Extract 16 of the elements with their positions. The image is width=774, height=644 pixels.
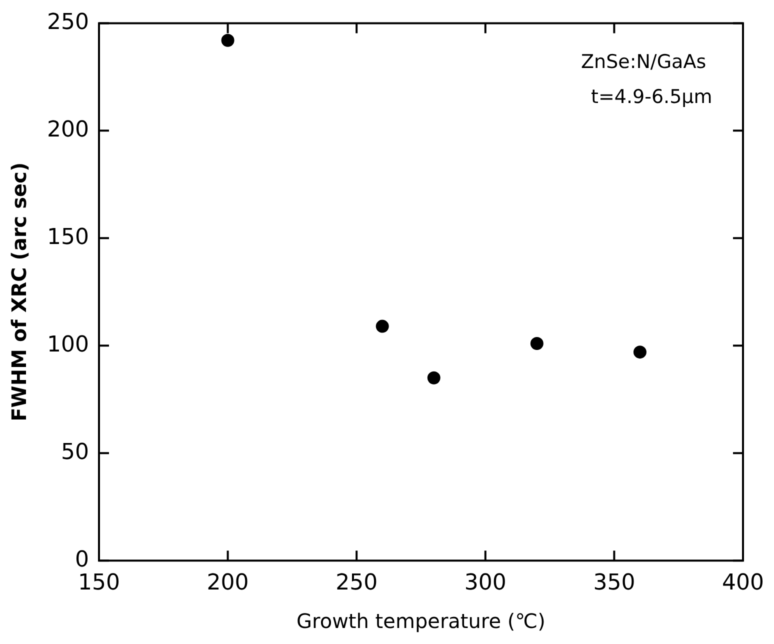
y-tick-label: 200 [46, 117, 89, 142]
annotation: ZnSe:N/GaAs [581, 51, 706, 74]
y-axis-title: FWHM of XRC (arc sec) [7, 162, 32, 422]
annotation: t=4.9-6.5μm [591, 86, 712, 108]
x-tick-label: 250 [336, 570, 378, 596]
x-tick-label: 300 [464, 570, 506, 596]
x-tick-label: 200 [206, 570, 249, 596]
y-tick-label: 0 [74, 547, 89, 572]
x-axis-title: Growth temperature (℃) [296, 609, 546, 634]
y-tick-label: 250 [46, 10, 89, 35]
x-tick-label: 350 [593, 570, 636, 596]
y-tick-label: 100 [46, 332, 89, 358]
x-tick-label: 400 [722, 570, 764, 596]
x-tick-label: 150 [78, 570, 120, 596]
y-tick-label: 150 [46, 224, 89, 250]
y-tick-label: 50 [60, 440, 89, 465]
